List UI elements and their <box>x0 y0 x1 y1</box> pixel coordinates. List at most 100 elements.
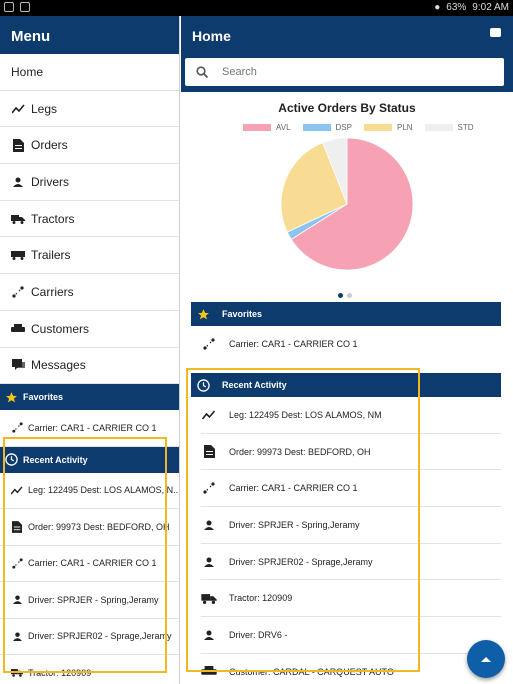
document-icon <box>11 521 23 533</box>
search-icon <box>196 66 210 78</box>
legend-label: STD <box>457 123 474 132</box>
person-icon <box>201 628 217 642</box>
menu-item-orders[interactable]: Orders <box>0 127 179 165</box>
recent-item-driver[interactable]: Driver: SPRJER - Spring,Jeramy <box>201 507 501 544</box>
chevron-up-icon <box>480 650 492 668</box>
menu-item-label: Carriers <box>31 284 74 299</box>
legend-entry-std[interactable]: STD <box>424 123 474 132</box>
clock-icon <box>196 378 210 392</box>
favorite-item[interactable]: Carrier: CAR1 - CARRIER CO 1 <box>0 410 179 447</box>
menu-title: Menu <box>0 16 179 54</box>
menu-item-legs[interactable]: Legs <box>0 91 179 128</box>
legend-swatch <box>424 124 453 131</box>
menu-item-drivers[interactable]: Drivers <box>0 164 179 201</box>
truck-icon <box>201 591 217 605</box>
recent-item-leg[interactable]: Leg: 122495 Dest: LOS ALAMOS, N... <box>0 473 179 510</box>
favorites-title: Favorites <box>222 309 263 319</box>
truck-icon <box>11 212 25 226</box>
pie-slice-pln[interactable] <box>280 142 348 233</box>
menu-item-tractors[interactable]: Tractors <box>0 201 179 238</box>
menu-item-messages[interactable]: Messages <box>0 348 179 385</box>
trailer-icon <box>11 248 25 262</box>
menu-item-label: Drivers <box>31 174 69 189</box>
recent-item-label: Driver: SPRJER - Spring,Jeramy <box>229 519 360 530</box>
legend-swatch <box>302 124 331 131</box>
recent-item-label: Order: 99973 Dest: BEDFORD, OH <box>28 521 170 532</box>
menu-item-label: Messages <box>31 358 86 373</box>
menu-item-trailers[interactable]: Trailers <box>0 237 179 275</box>
recent-item-driver[interactable]: Driver: SPRJER02 - Sprage,Jeramy <box>201 544 501 581</box>
recent-item-label: Tractor: 120909 <box>229 593 293 604</box>
recent-item-label: Driver: SPRJER - Spring,Jeramy <box>28 594 159 605</box>
recent-item-label: Leg: 122495 Dest: LOS ALAMOS, NM <box>229 409 382 420</box>
legend-swatch <box>363 124 392 131</box>
search-input[interactable] <box>222 66 482 78</box>
menu-item-label: Customers <box>31 321 90 336</box>
car-icon <box>201 665 217 679</box>
carousel-dot-active[interactable] <box>338 293 343 298</box>
menu-item-label: Trailers <box>31 248 71 263</box>
recent-item-driver[interactable]: Driver: DRV6 - <box>201 617 501 654</box>
legend-entry-dsp[interactable]: DSP <box>302 123 352 132</box>
favorites-header: Favorites <box>0 384 179 411</box>
menu-item-home[interactable]: Home <box>0 54 179 91</box>
legend-swatch <box>243 124 271 131</box>
recent-item-carrier[interactable]: Carrier: CAR1 - CARRIER CO 1 <box>201 470 501 508</box>
carousel-dots <box>338 293 352 298</box>
recent-item-driver[interactable]: Driver: SPRJER - Spring,Jeramy <box>0 582 179 619</box>
recent-activity-header: Recent Activity <box>0 446 179 473</box>
trend-icon <box>11 484 23 496</box>
recent-item-customer[interactable]: Customer: CARDAL - CARQUEST AUTO <box>201 654 501 684</box>
menu-item-customers[interactable]: Customers <box>0 311 179 348</box>
favorites-list: Carrier: CAR1 - CARRIER CO 1 <box>201 326 501 363</box>
pie-slice-std[interactable] <box>322 137 348 205</box>
carousel-dot[interactable] <box>347 293 352 298</box>
recent-activity-header: Recent Activity <box>191 373 501 397</box>
car-icon <box>11 322 25 336</box>
side-menu: Menu Home Legs Orders Drivers Tractors T… <box>0 16 180 684</box>
scroll-top-button[interactable] <box>467 640 505 678</box>
favorite-item-label: Carrier: CAR1 - CARRIER CO 1 <box>28 422 157 433</box>
chart-title: Active Orders By Status <box>278 101 416 115</box>
route-icon <box>11 557 23 569</box>
legend-entry-pln[interactable]: PLN <box>363 123 413 132</box>
recent-item-label: Carrier: CAR1 - CARRIER CO 1 <box>229 483 358 494</box>
recent-item-tractor[interactable]: Tractor: 120909 <box>0 655 179 684</box>
location-icon: ● <box>434 2 441 13</box>
truck-icon <box>11 667 23 679</box>
recent-item-tractor[interactable]: Tractor: 120909 <box>201 580 501 618</box>
chart-legend: AVL DSP PLN STD <box>243 123 486 132</box>
trend-icon <box>11 102 25 116</box>
document-icon <box>11 138 25 152</box>
clock-icon <box>4 453 18 467</box>
recent-item-order[interactable]: Order: 99973 Dest: BEDFORD, OH <box>201 434 501 471</box>
recent-item-label: Customer: CARDAL - CARQUEST AUTO <box>229 666 394 677</box>
menu-item-carriers[interactable]: Carriers <box>0 274 179 311</box>
battery-level: 63% <box>446 2 467 13</box>
favorite-item[interactable]: Carrier: CAR1 - CARRIER CO 1 <box>201 326 501 363</box>
document-icon <box>201 445 217 459</box>
messages-icon[interactable] <box>490 28 501 37</box>
recent-activity-list: Leg: 122495 Dest: LOS ALAMOS, NM Order: … <box>201 397 501 684</box>
menu-item-label: Home <box>11 64 44 79</box>
search-bar[interactable] <box>185 58 504 86</box>
recent-item-order[interactable]: Order: 99973 Dest: BEDFORD, OH <box>0 509 179 546</box>
notification-icon <box>4 2 14 12</box>
pie-chart[interactable] <box>279 136 415 272</box>
person-icon <box>11 594 23 606</box>
recent-item-carrier[interactable]: Carrier: CAR1 - CARRIER CO 1 <box>0 546 179 583</box>
legend-label: PLN <box>396 123 413 132</box>
favorites-header: Favorites <box>191 302 501 326</box>
star-icon <box>196 307 210 321</box>
pie-slice-avl[interactable] <box>290 137 414 271</box>
recent-activity-title: Recent Activity <box>222 380 287 390</box>
chat-icon <box>11 358 25 372</box>
legend-label: AVL <box>276 123 291 132</box>
recent-item-leg[interactable]: Leg: 122495 Dest: LOS ALAMOS, NM <box>201 397 501 434</box>
recent-item-label: Leg: 122495 Dest: LOS ALAMOS, N... <box>28 485 179 496</box>
clock: 9:02 AM <box>472 2 509 13</box>
legend-label: DSP <box>335 123 352 132</box>
recent-item-driver[interactable]: Driver: SPRJER02 - Sprage,Jeramy <box>0 619 179 656</box>
legend-entry-avl[interactable]: AVL <box>243 123 291 132</box>
person-icon <box>201 555 217 569</box>
